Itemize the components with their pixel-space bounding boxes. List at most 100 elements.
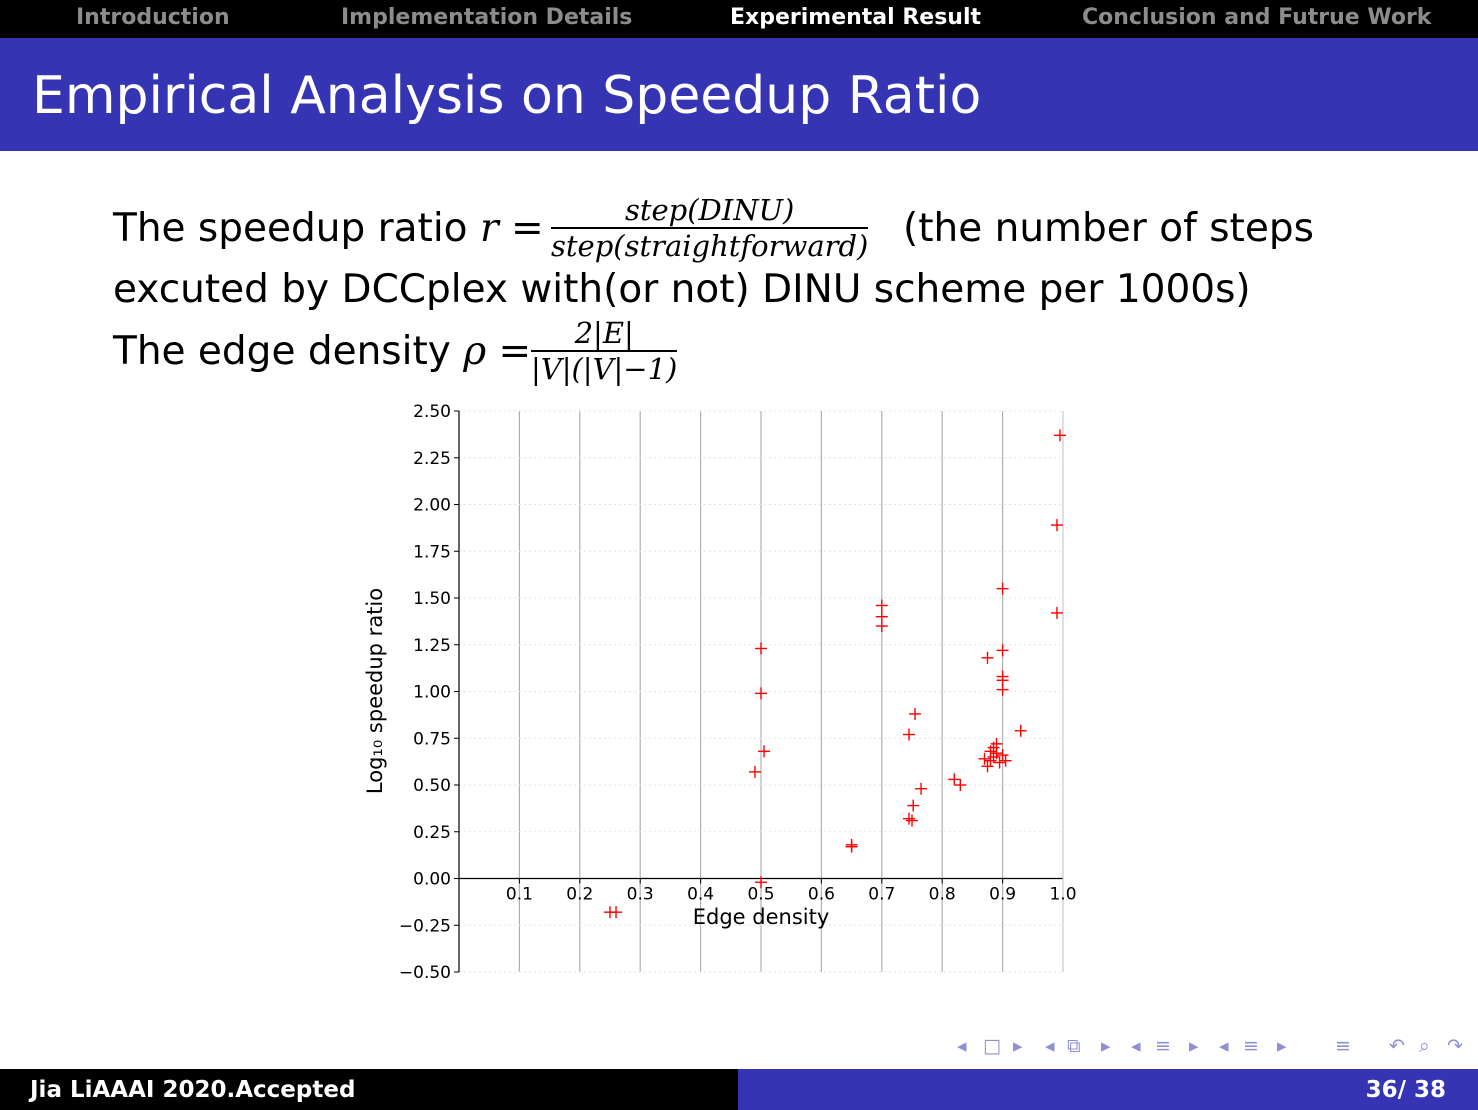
y-tick-label: 0.75 — [413, 729, 451, 749]
footer-page-number: 36/ 38 — [1365, 1077, 1446, 1103]
density-variable: ρ = — [463, 329, 532, 374]
speedup-definition-line1: The speedup ratio r = — [113, 209, 544, 248]
y-tick-label: 1.25 — [413, 636, 451, 656]
y-tick-label: 1.50 — [413, 589, 451, 609]
nav-item-experimental-result[interactable]: Experimental Result — [730, 5, 982, 30]
prev-subsection-icon[interactable]: ◂ — [1131, 1035, 1141, 1057]
x-tick-label: 0.9 — [989, 885, 1016, 905]
footer-left-band — [0, 1069, 738, 1110]
x-tick-label: 0.8 — [929, 885, 956, 905]
data-point — [1050, 519, 1063, 532]
y-tick-labels: 2.50 2.25 2.00 1.75 1.50 1.25 1.00 0.75 0.50 0.25… — [399, 402, 451, 983]
y-tick-label: −0.25 — [399, 916, 451, 936]
data-point — [915, 782, 928, 795]
data-point — [845, 840, 858, 853]
footer-right-band — [738, 1069, 1478, 1110]
y-tick-label: 2.25 — [413, 449, 451, 469]
data-point — [875, 599, 888, 612]
slide-icon[interactable]: □ — [983, 1035, 1001, 1057]
data-point — [902, 812, 915, 825]
data-point — [981, 760, 994, 773]
y-tick-label: 0.50 — [413, 776, 451, 796]
y-tick-label: 1.75 — [413, 542, 451, 562]
data-point — [948, 773, 961, 786]
speedup-scatter-chart: 2.50 2.25 2.00 1.75 1.50 1.25 1.00 0.75 0.50 0.25… — [363, 402, 1077, 983]
speedup-denominator: step(straightforward) — [551, 229, 869, 263]
speedup-definition-line2: excuted by DCCplex with(or not) DINU sch… — [113, 267, 1251, 312]
y-tick-label: 0.25 — [413, 823, 451, 843]
back-icon[interactable]: ↶ — [1389, 1035, 1405, 1057]
x-tick-labels: 0.1 0.2 0.3 0.4 0.5 0.6 0.7 0.8 0.9 1.0 — [506, 885, 1077, 905]
data-point — [610, 906, 623, 919]
speedup-prefix: The speedup ratio — [113, 206, 480, 251]
y-tick-label: 2.50 — [413, 402, 451, 422]
prev-slide-icon[interactable]: ◂ — [957, 1035, 967, 1057]
x-tick-label: 0.7 — [868, 885, 895, 905]
slide-title: Empirical Analysis on Speedup Ratio — [32, 66, 982, 126]
speedup-numerator: step(DINU) — [551, 193, 869, 229]
prev-section-icon[interactable]: ◂ — [1219, 1035, 1229, 1057]
toc-icon[interactable]: ≡ — [1335, 1035, 1351, 1057]
title-bar — [0, 38, 1478, 151]
section-nav-bar: Introduction Implementation Details Expe… — [0, 0, 1478, 38]
speedup-variable: r = — [479, 206, 544, 251]
data-point — [981, 651, 994, 664]
data-point — [748, 765, 761, 778]
data-point — [1014, 724, 1027, 737]
x-tick-label: 0.1 — [506, 885, 533, 905]
data-point — [996, 644, 1009, 657]
prev-frame-icon[interactable]: ◂ — [1045, 1035, 1055, 1057]
data-point — [993, 756, 1006, 769]
y-tick-label: 2.00 — [413, 496, 451, 516]
x-tick-label: 0.5 — [747, 885, 774, 905]
y-tick-label: −0.50 — [399, 963, 451, 983]
subsection-icon[interactable]: ≡ — [1155, 1035, 1171, 1057]
data-point — [1050, 606, 1063, 619]
data-point — [1053, 429, 1066, 442]
x-tick-label: 0.2 — [566, 885, 593, 905]
section-icon[interactable]: ≡ — [1243, 1035, 1259, 1057]
data-point — [996, 749, 1009, 762]
speedup-suffix: (the number of steps — [903, 206, 1314, 251]
speedup-fraction: step(DINU) step(straightforward) — [551, 193, 869, 263]
data-point — [755, 876, 767, 889]
data-point — [978, 752, 991, 765]
y-tick-label: 0.00 — [413, 870, 451, 890]
forward-icon[interactable]: ↷ — [1447, 1035, 1463, 1057]
data-point — [902, 728, 915, 741]
x-tick-label: 1.0 — [1049, 885, 1076, 905]
density-fraction: 2|E| |V|(|V|−1) — [531, 316, 678, 386]
y-tick-label: 1.00 — [413, 683, 451, 703]
data-points — [604, 429, 1066, 919]
search-icon[interactable]: ⌕ — [1419, 1035, 1430, 1057]
x-tick-label: 0.3 — [627, 885, 654, 905]
data-point — [755, 642, 767, 655]
data-point — [909, 707, 922, 720]
data-point — [906, 814, 918, 827]
y-axis-label: Log₁₀ speedup ratio — [363, 588, 387, 794]
density-definition: The edge density ρ = — [113, 332, 531, 371]
x-axis-label: Edge density — [693, 905, 830, 929]
data-point — [758, 745, 771, 758]
data-point — [954, 779, 967, 791]
data-point — [996, 582, 1009, 595]
next-section-icon[interactable]: ▸ — [1277, 1035, 1287, 1057]
density-numerator: 2|E| — [531, 316, 678, 352]
next-frame-icon[interactable]: ▸ — [1101, 1035, 1111, 1057]
footer-author: Jia LiAAAI 2020.Accepted — [30, 1077, 356, 1103]
density-denominator: |V|(|V|−1) — [531, 352, 678, 386]
nav-item-introduction[interactable]: Introduction — [76, 5, 230, 30]
x-tick-label: 0.6 — [808, 885, 835, 905]
nav-item-conclusion[interactable]: Conclusion and Futrue Work — [1082, 5, 1432, 30]
next-subsection-icon[interactable]: ▸ — [1189, 1035, 1199, 1057]
data-point — [999, 754, 1012, 767]
data-point — [875, 620, 888, 633]
x-tick-label: 0.4 — [687, 885, 714, 905]
frame-icon[interactable]: ⧉ — [1067, 1035, 1081, 1057]
data-point — [907, 799, 920, 812]
data-point — [984, 745, 997, 758]
nav-item-implementation-details[interactable]: Implementation Details — [341, 5, 633, 30]
data-point — [996, 670, 1009, 683]
beamer-navigation: ◂ □ ▸ ◂ ⧉ ▸ ◂ ≡ ▸ ◂ ≡ ▸ ≡ ↶ ⌕ ↷ — [955, 1035, 1475, 1061]
next-slide-icon[interactable]: ▸ — [1013, 1035, 1023, 1057]
